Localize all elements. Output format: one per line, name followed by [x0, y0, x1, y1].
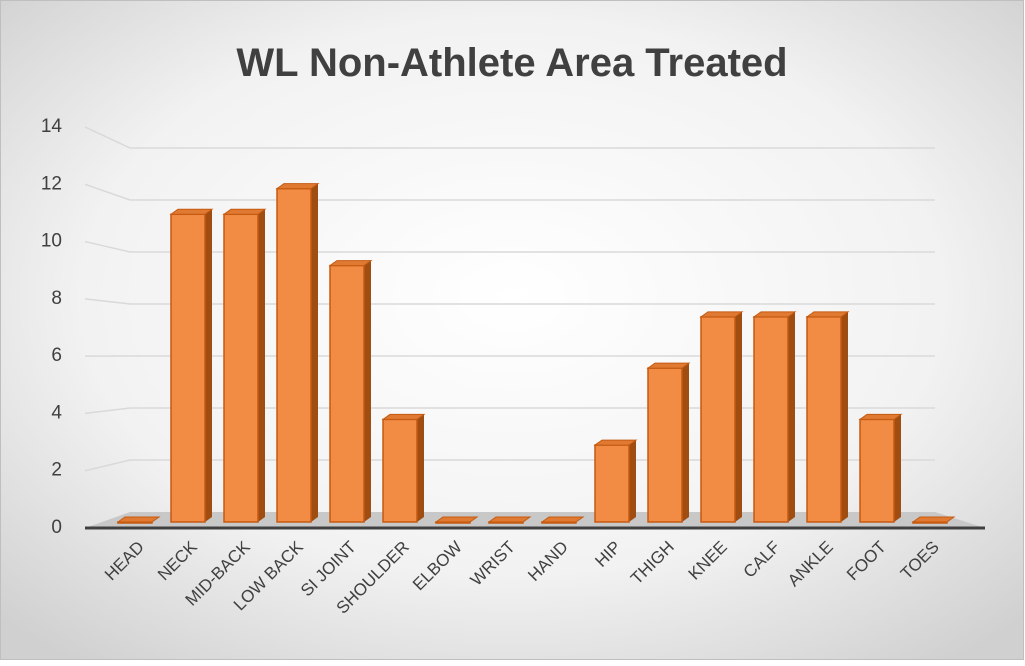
bar-side	[417, 414, 424, 522]
bar	[171, 209, 212, 522]
bar-top	[860, 414, 901, 419]
bar-front	[807, 317, 841, 522]
y-tick-label: 2	[51, 460, 62, 481]
bar-top	[595, 440, 636, 445]
y-tick-label: 0	[51, 517, 62, 538]
bar-side	[788, 312, 795, 522]
y-tick-label: 10	[41, 231, 62, 252]
bar-side	[258, 209, 265, 522]
bar	[754, 312, 795, 522]
bar-front	[595, 445, 629, 522]
bar	[224, 209, 265, 522]
bar-side	[894, 414, 901, 522]
bar-front	[224, 214, 258, 522]
bar-side	[841, 312, 848, 522]
bar-front	[754, 317, 788, 522]
bar-front	[701, 317, 735, 522]
y-tick-label: 12	[41, 173, 62, 194]
bar-side	[735, 312, 742, 522]
y-tick-label: 4	[51, 402, 62, 423]
bar-top	[701, 312, 742, 317]
bar-top	[436, 517, 477, 522]
bar-front	[171, 214, 205, 522]
bar-top	[542, 517, 583, 522]
bar-top	[118, 517, 159, 522]
bar	[807, 312, 848, 522]
bar-front	[648, 368, 682, 522]
bar-top	[330, 261, 371, 266]
bar-side	[682, 363, 689, 522]
bar-front	[860, 419, 894, 522]
bar-side	[364, 261, 371, 522]
bar-side	[629, 440, 636, 522]
y-tick-label: 6	[51, 345, 62, 366]
bar-front	[383, 419, 417, 522]
bar	[277, 184, 318, 522]
bar-top	[913, 517, 954, 522]
bar-front	[277, 189, 311, 522]
y-tick-label: 14	[41, 116, 63, 137]
bar-top	[224, 209, 265, 214]
bar	[701, 312, 742, 522]
bar	[330, 261, 371, 522]
bar	[595, 440, 636, 522]
bar-front	[330, 266, 364, 522]
bar-top	[489, 517, 530, 522]
y-tick-label: 8	[51, 288, 62, 309]
bar-side	[311, 184, 318, 522]
bar-top	[277, 184, 318, 189]
floor	[85, 512, 985, 528]
bar-side	[205, 209, 212, 522]
bar	[648, 363, 689, 522]
bar-top	[754, 312, 795, 317]
bar-top	[171, 209, 212, 214]
chart-title: WL Non-Athlete Area Treated	[236, 41, 787, 85]
bar-top	[807, 312, 848, 317]
bar-top	[648, 363, 689, 368]
bar	[860, 414, 901, 522]
bar-top	[383, 414, 424, 419]
bar	[383, 414, 424, 522]
